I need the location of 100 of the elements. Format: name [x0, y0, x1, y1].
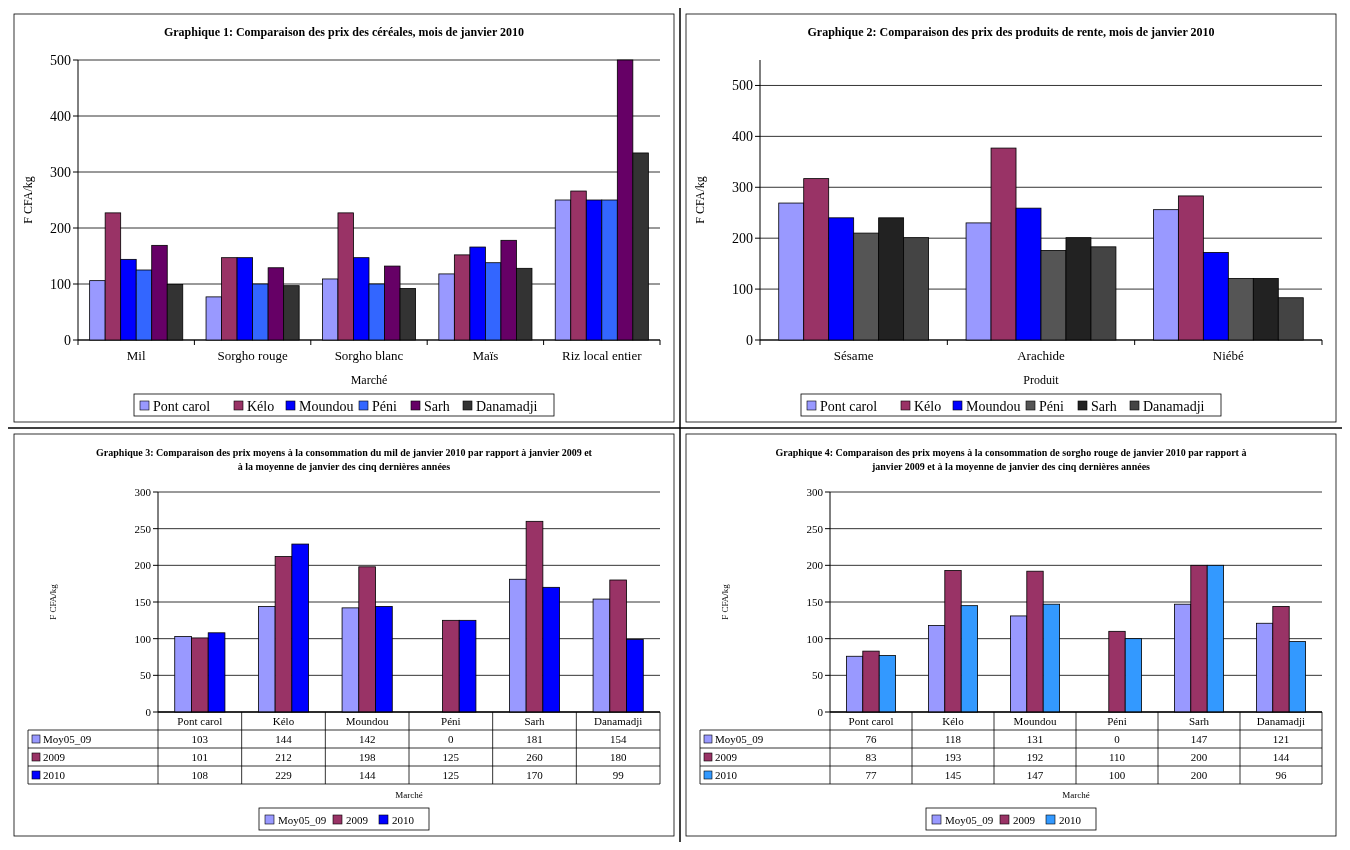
x-tick-label: Sésame: [833, 348, 874, 363]
y-tick-label: 300: [806, 485, 824, 498]
x-tick-label: Sarh: [524, 714, 546, 727]
data-label: 147: [1190, 732, 1208, 745]
data-label: 121: [1272, 732, 1290, 745]
legend-label: Danamadji: [1143, 398, 1205, 414]
y-tick-label: 300: [732, 180, 753, 196]
text: 2010: [43, 768, 65, 781]
x-tick-label: Danamadji: [1256, 714, 1306, 727]
legend-label: Péni: [1039, 398, 1064, 414]
y-tick-label: 250: [806, 522, 824, 535]
chart-title: Graphique 3: Comparaison des prix moyens à la consommation du mil de janvier 2010 par rapport à janvier 2009 et à la moyenne de janvier des cinq dernières années: [96, 447, 593, 472]
x-tick-label: Danamadji: [594, 714, 643, 727]
x-tick-label: Kélo: [272, 714, 295, 727]
y-axis-title: F CFA/kg: [21, 176, 35, 224]
y-tick-label: 150: [134, 595, 152, 608]
x-tick-label: Riz local entier: [562, 348, 643, 363]
y-tick-label: 50: [812, 669, 824, 682]
data-label: 170: [526, 768, 544, 781]
x-tick-label: Sorgho blanc: [334, 348, 404, 363]
legend-label: Péni: [372, 398, 397, 414]
data-label: 108: [191, 768, 209, 781]
data-label: 180: [609, 750, 627, 763]
y-tick-label: 200: [732, 231, 753, 247]
legend-label: Danamadji: [476, 398, 538, 414]
text: Moy05_09: [945, 813, 994, 826]
legend-label: Sarh: [1091, 398, 1117, 414]
legend-label: 2009: [1013, 813, 1036, 826]
data-label: 83: [865, 750, 877, 763]
chart-title: Graphique 1: Comparaison des prix des céréales, mois de janvier 2010: [163, 25, 525, 39]
y-tick-label: 100: [50, 276, 71, 292]
data-label: 198: [358, 750, 376, 763]
legend-label: Moundou: [966, 398, 1021, 414]
y-tick-label: 0: [817, 705, 824, 718]
x-tick-label: Péni: [441, 714, 461, 727]
data-label: 145: [944, 768, 962, 781]
x-axis-title: Marché: [350, 373, 388, 387]
y-tick-label: 400: [732, 129, 753, 145]
data-label: 110: [1108, 750, 1126, 763]
x-tick-label: Arachide: [1017, 348, 1066, 363]
x-tick-label: Sarh: [1188, 714, 1210, 727]
data-label: 200: [1190, 768, 1208, 781]
text: 2010: [715, 768, 737, 781]
x-tick-label: Niébé: [1212, 348, 1245, 363]
y-tick-label: 200: [134, 559, 152, 572]
legend-label: Pont carol: [153, 398, 211, 414]
legend-label: 2009: [346, 813, 369, 826]
y-tick-label: 100: [732, 281, 753, 297]
chart-title: Graphique 2: Comparaison des prix des produits de rente, mois de janvier 2010: [807, 25, 1215, 39]
data-label: 125: [442, 768, 460, 781]
y-tick-label: 300: [50, 164, 71, 180]
chart-title: Graphique 4: Comparaison des prix moyens à la consommation de sorgho rouge de janvier 2010 par rapport à janvier 2009 et à la moyenne de janvier des cinq dernières années: [775, 447, 1247, 472]
data-label: 144: [1272, 750, 1290, 763]
data-label: 0: [1114, 732, 1121, 745]
x-axis-title: Produit: [1023, 373, 1060, 387]
x-axis-title: Marché: [1062, 790, 1090, 800]
y-axis-title: F CFA/kg: [48, 583, 58, 620]
y-tick-label: 0: [145, 705, 152, 718]
legend-label: Sarh: [424, 398, 450, 414]
data-label: 154: [609, 732, 627, 745]
y-tick-label: 250: [134, 522, 152, 535]
x-tick-label: Maïs: [472, 348, 499, 363]
y-tick-label: 200: [806, 559, 824, 572]
y-tick-label: 100: [806, 632, 824, 645]
y-tick-label: 50: [140, 669, 152, 682]
y-axis-title: F CFA/kg: [693, 176, 707, 224]
y-tick-label: 100: [134, 632, 152, 645]
legend-label: Moy05_09: [715, 732, 764, 745]
y-axis-title: F CFA/kg: [720, 583, 730, 620]
x-tick-label: Mil: [126, 348, 146, 363]
y-tick-label: 150: [806, 595, 824, 608]
y-tick-label: 0: [746, 332, 753, 348]
x-tick-label: Sorgho rouge: [217, 348, 288, 363]
data-label: 125: [442, 750, 460, 763]
data-label: 142: [358, 732, 376, 745]
data-label: 260: [526, 750, 544, 763]
data-label: 144: [358, 768, 376, 781]
data-label: 181: [526, 732, 543, 745]
legend-label: Kélo: [914, 398, 942, 414]
data-label: 103: [191, 732, 209, 745]
y-tick-label: 300: [134, 485, 152, 498]
data-label: 144: [275, 732, 293, 745]
y-tick-label: 0: [64, 332, 71, 348]
data-label: 193: [944, 750, 962, 763]
x-tick-label: Pont carol: [177, 714, 223, 727]
data-label: 96: [1275, 768, 1287, 781]
data-label: 192: [1026, 750, 1044, 763]
x-tick-label: Moundou: [1013, 714, 1057, 727]
y-tick-label: 400: [50, 108, 71, 124]
y-tick-label: 500: [50, 52, 71, 68]
data-label: 99: [612, 768, 625, 781]
text: 2009: [43, 750, 65, 763]
x-tick-label: Kélo: [942, 714, 965, 727]
y-tick-label: 200: [50, 220, 71, 236]
data-label: 118: [944, 732, 962, 745]
data-label: 76: [865, 732, 877, 745]
data-label: 101: [191, 750, 209, 763]
data-label: 0: [448, 732, 455, 745]
data-label: 229: [275, 768, 293, 781]
text: 2009: [715, 750, 737, 763]
